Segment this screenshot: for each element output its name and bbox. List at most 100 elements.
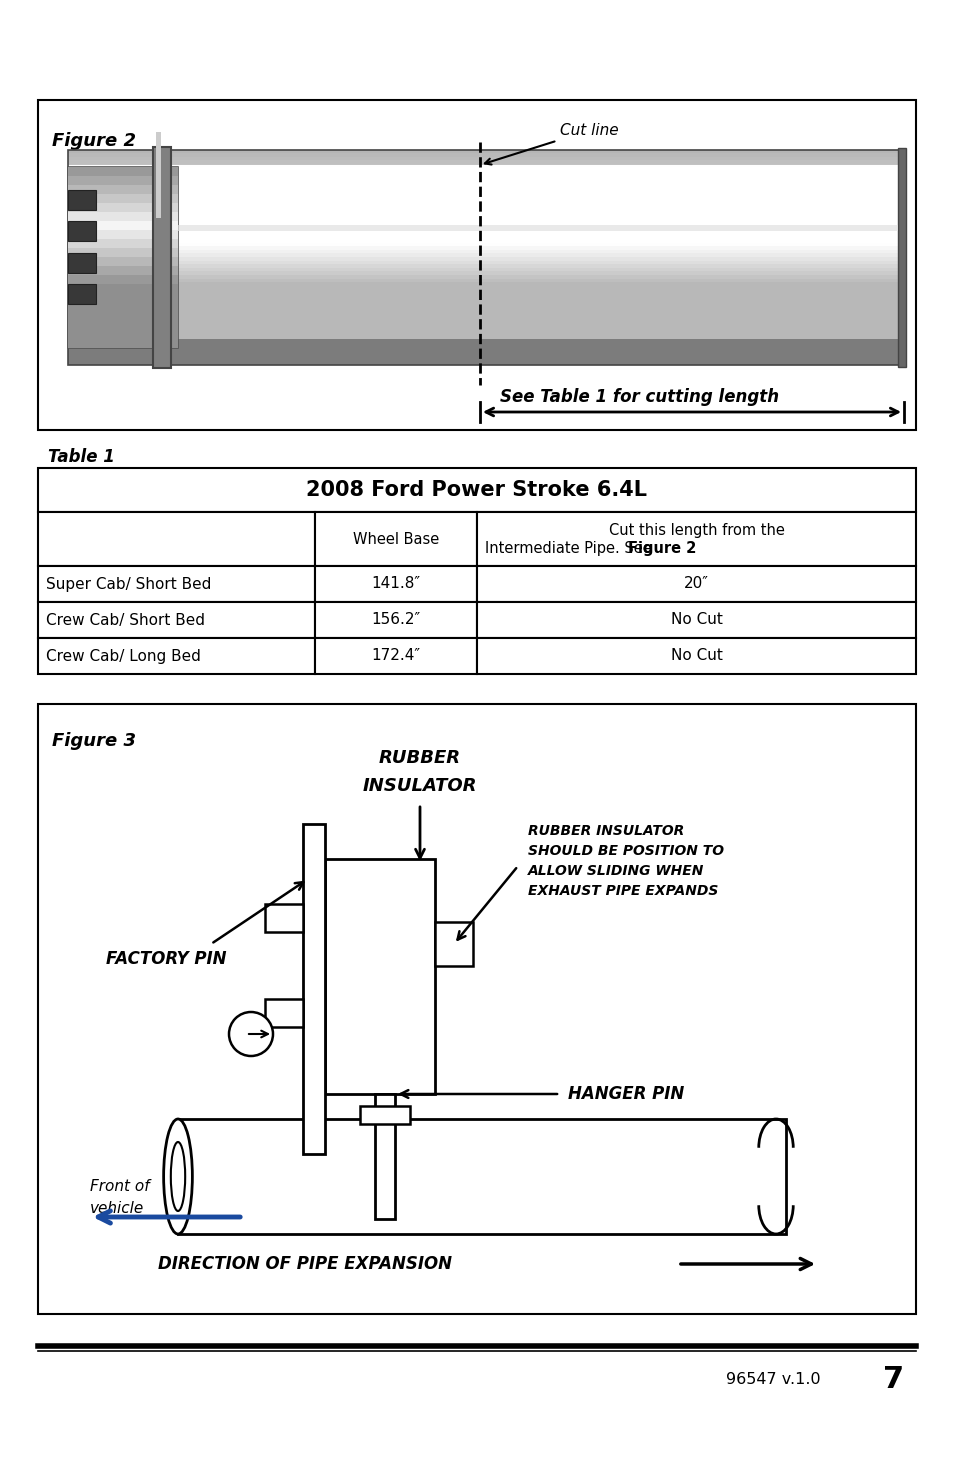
Bar <box>152 148 171 367</box>
Text: 172.4″: 172.4″ <box>371 649 420 664</box>
Bar <box>68 248 178 258</box>
Text: Figure 2: Figure 2 <box>52 131 136 150</box>
Bar <box>68 329 905 333</box>
Text: No Cut: No Cut <box>670 612 721 627</box>
Bar <box>68 294 178 302</box>
Bar <box>68 271 905 276</box>
Bar <box>68 199 905 204</box>
Text: 156.2″: 156.2″ <box>371 612 420 627</box>
Text: RUBBER: RUBBER <box>378 749 460 767</box>
Bar <box>68 190 96 209</box>
Bar <box>68 230 178 239</box>
Bar <box>68 311 178 320</box>
Bar <box>68 354 905 358</box>
Bar <box>68 257 905 261</box>
Bar <box>68 361 905 364</box>
Bar <box>68 211 905 214</box>
Bar <box>68 178 905 183</box>
Bar <box>68 161 905 164</box>
Text: 7: 7 <box>882 1366 903 1394</box>
Bar <box>68 344 905 347</box>
Text: ALLOW SLIDING WHEN: ALLOW SLIDING WHEN <box>527 864 703 878</box>
Bar <box>68 176 178 186</box>
Bar <box>178 1120 785 1235</box>
Bar <box>68 214 905 218</box>
Bar <box>68 254 905 258</box>
Ellipse shape <box>171 1142 185 1211</box>
Bar <box>476 602 915 639</box>
Bar <box>68 164 905 168</box>
Bar <box>68 167 178 348</box>
Text: 141.8″: 141.8″ <box>371 577 420 591</box>
Bar <box>68 268 905 271</box>
Text: vehicle: vehicle <box>90 1201 144 1215</box>
Text: No Cut: No Cut <box>670 649 721 664</box>
Text: Crew Cab/ Short Bed: Crew Cab/ Short Bed <box>46 612 205 627</box>
Text: Super Cab/ Short Bed: Super Cab/ Short Bed <box>46 577 212 591</box>
Bar <box>68 299 905 304</box>
Bar <box>68 319 905 322</box>
Bar <box>68 322 905 326</box>
Bar <box>68 221 96 240</box>
Bar <box>314 512 476 566</box>
Bar <box>314 639 476 674</box>
Bar <box>38 602 314 639</box>
Bar <box>68 186 905 189</box>
Bar <box>38 566 314 602</box>
Bar <box>68 239 905 243</box>
Bar <box>68 218 905 221</box>
Bar <box>68 229 905 233</box>
Bar <box>68 254 96 273</box>
Bar <box>68 193 178 204</box>
Bar <box>476 566 915 602</box>
Text: Figure 2: Figure 2 <box>627 540 696 556</box>
Bar <box>68 336 905 339</box>
Bar <box>68 283 96 304</box>
Bar <box>68 266 178 276</box>
Text: Front of: Front of <box>90 1179 150 1193</box>
Bar <box>68 320 178 330</box>
Bar <box>68 332 905 336</box>
Bar <box>68 174 905 178</box>
Bar <box>68 184 178 195</box>
Bar <box>68 150 905 364</box>
Bar <box>68 221 178 230</box>
Text: Table 1: Table 1 <box>48 448 114 466</box>
Bar <box>68 193 905 196</box>
Text: Wheel Base: Wheel Base <box>353 531 438 547</box>
Bar <box>476 639 915 674</box>
Text: 2008 Ford Power Stroke 6.4L: 2008 Ford Power Stroke 6.4L <box>306 479 647 500</box>
Bar <box>68 257 178 267</box>
Bar <box>68 249 905 254</box>
Bar <box>303 825 325 1153</box>
Bar <box>68 274 905 279</box>
Bar <box>68 204 905 208</box>
Text: 96547 v.1.0: 96547 v.1.0 <box>725 1373 821 1388</box>
Bar <box>38 468 915 512</box>
Text: SHOULD BE POSITION TO: SHOULD BE POSITION TO <box>527 844 723 858</box>
Text: See Table 1 for cutting length: See Table 1 for cutting length <box>499 388 779 406</box>
Bar <box>68 212 178 221</box>
Bar <box>156 131 161 217</box>
Bar <box>68 167 178 176</box>
Bar <box>68 204 178 212</box>
Bar <box>68 207 905 211</box>
Bar <box>68 339 905 344</box>
Text: RUBBER INSULATOR: RUBBER INSULATOR <box>527 825 683 838</box>
Text: Cut line: Cut line <box>484 122 618 165</box>
Bar <box>68 156 905 161</box>
Bar <box>68 150 905 165</box>
Bar <box>68 314 905 319</box>
Bar <box>68 304 905 308</box>
Bar <box>68 261 905 264</box>
Bar <box>265 904 303 932</box>
Bar <box>68 196 905 201</box>
Bar <box>68 221 905 226</box>
Bar <box>68 153 905 158</box>
Bar <box>68 294 905 296</box>
Bar <box>68 357 905 361</box>
Bar <box>314 602 476 639</box>
Bar <box>38 100 915 431</box>
Bar <box>68 302 178 311</box>
Bar <box>68 338 178 348</box>
